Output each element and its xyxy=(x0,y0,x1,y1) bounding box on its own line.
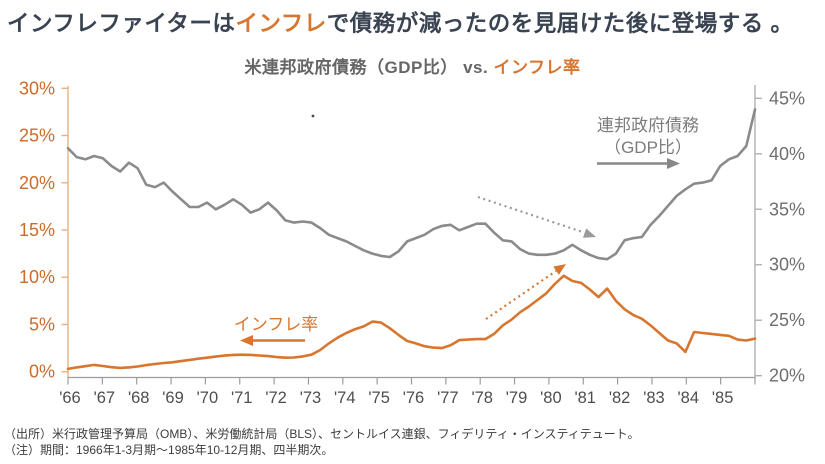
left-axis-tick-label: 0% xyxy=(29,362,55,382)
x-axis-tick-label: '66 xyxy=(59,389,81,407)
x-axis-tick-label: '85 xyxy=(712,389,734,407)
right-axis-tick-label: 35% xyxy=(769,199,805,219)
left-axis-tick-label: 5% xyxy=(29,314,55,334)
chart-title: 米連邦政府債務（GDP比） vs. インフレ率 xyxy=(0,53,825,78)
chart-title-pre: 米連邦政府債務（GDP比） vs. xyxy=(244,58,494,77)
x-axis-tick-label: '81 xyxy=(574,389,596,407)
inflation-series-label: インフレ率 xyxy=(234,315,319,334)
series-layer xyxy=(66,108,757,371)
x-axis-tick-label: '76 xyxy=(403,389,425,407)
right-axis-tick-label: 25% xyxy=(769,310,805,330)
debt-series-label-line2: （GDP比） xyxy=(604,138,692,157)
x-axis-tick-label: '73 xyxy=(300,389,322,407)
source-note: （出所）米行政管理予算局（OMB）、米労働統計局（BLS）、セントルイス連銀、フ… xyxy=(4,427,640,441)
x-axis-tick-label: '82 xyxy=(609,389,631,407)
debt-right-arrow-head-icon xyxy=(667,158,680,169)
title-text-post: で債務が減ったのを見届けた後に登場する 。 xyxy=(326,11,794,36)
period-note: （注）期間：1966年1-3月期～1985年10-12月期、四半期次。 xyxy=(4,443,334,457)
right-axis-tick-label: 20% xyxy=(769,366,805,386)
debt-trend-dotted-arrow-head-icon xyxy=(583,228,596,238)
left-axis-tick-label: 30% xyxy=(19,78,55,98)
page-title: インフレファイターはインフレで債務が減ったのを見届けた後に登場する 。 xyxy=(7,6,794,38)
x-axis-tick-label: '67 xyxy=(94,389,116,407)
x-axis-tick-label: '84 xyxy=(678,389,700,407)
debt-trend-dotted-arrow-shaft xyxy=(477,195,585,234)
x-axis-tick-label: '77 xyxy=(437,389,459,407)
debt-line-series xyxy=(66,108,757,261)
axes-layer: 0% 5% 10% 15% 20% 25% 30% 20% 25% 30% 35% 40% 45% '66… xyxy=(19,78,805,407)
x-axis-tick-label: '78 xyxy=(471,389,493,407)
x-axis-tick-label: '70 xyxy=(197,389,219,407)
right-axis-tick-label: 40% xyxy=(769,144,805,164)
annotations-layer: 連邦政府債務 （GDP比） インフレ率 xyxy=(234,114,699,346)
title-text-pre: インフレファイターは xyxy=(7,11,236,36)
right-axis-tick-label: 45% xyxy=(769,88,805,108)
x-axis-tick-label: '69 xyxy=(162,389,184,407)
left-axis-tick-label: 25% xyxy=(19,126,55,146)
x-axis-tick-label: '80 xyxy=(540,389,562,407)
x-axis-tick-label: '83 xyxy=(643,389,665,407)
x-axis-tick-label: '75 xyxy=(368,389,390,407)
inflation-line-series xyxy=(66,274,757,371)
stray-dot xyxy=(311,114,315,118)
inflation-trend-dotted-arrow-head-icon xyxy=(553,264,566,275)
right-axis-tick-label: 30% xyxy=(769,255,805,275)
left-axis-tick-label: 15% xyxy=(19,220,55,240)
x-axis-tick-label: '79 xyxy=(506,389,528,407)
debt-series-label-line1: 連邦政府債務 xyxy=(597,116,699,135)
title-text-highlight: インフレ xyxy=(235,11,327,36)
chart-title-highlight: インフレ率 xyxy=(493,58,581,77)
left-axis-tick-label: 10% xyxy=(19,267,55,287)
x-axis-tick-label: '74 xyxy=(334,389,356,407)
footnotes: （出所）米行政管理予算局（OMB）、米労働統計局（BLS）、セントルイス連銀、フ… xyxy=(4,426,640,458)
x-axis-tick-label: '71 xyxy=(231,389,253,407)
x-axis-tick-label: '72 xyxy=(265,389,287,407)
x-axis-tick-label: '68 xyxy=(128,389,150,407)
left-axis-tick-label: 20% xyxy=(19,173,55,193)
inflation-left-arrow-head-icon xyxy=(240,335,253,346)
